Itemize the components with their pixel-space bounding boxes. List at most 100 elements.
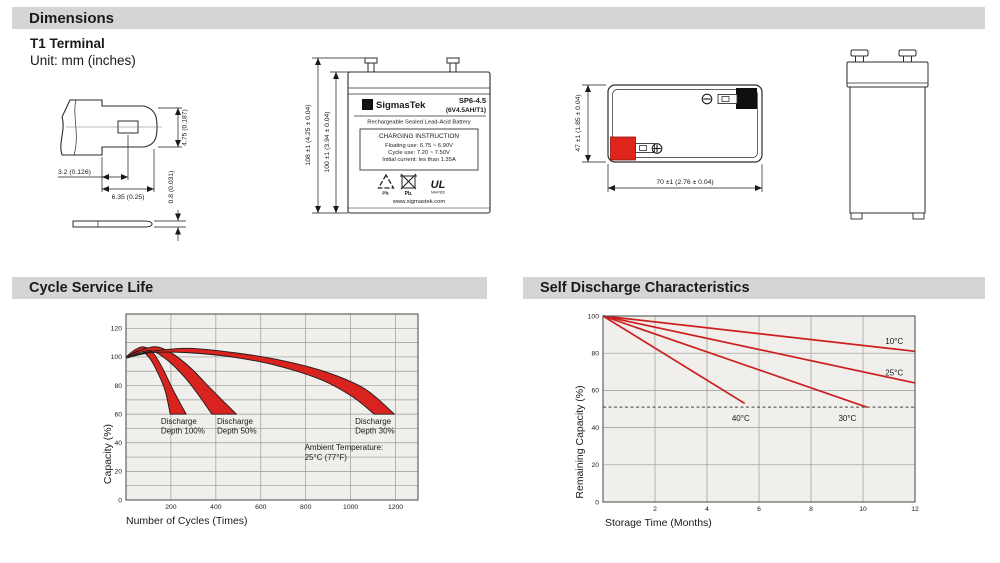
terminal-height-dim-label: 4.75 (0.187) <box>182 109 189 146</box>
svg-text:Discharge: Discharge <box>161 417 198 426</box>
front-case-height-dim-label: 100 ±1 (3.94 ± 0.04) <box>324 111 331 172</box>
cycle-service-life-section-header: Cycle Service Life <box>12 277 487 299</box>
self-discharge-title: Self Discharge Characteristics <box>540 280 750 296</box>
svg-text:Pb.: Pb. <box>382 191 389 196</box>
model-number: SP6-4.5 <box>459 96 486 105</box>
svg-text:0: 0 <box>118 497 122 504</box>
battery-type-subtitle: Rechargeable Sealed Lead-Acid Battery <box>367 120 471 126</box>
svg-text:Remaining Capacity (%): Remaining Capacity (%) <box>574 385 586 498</box>
svg-text:120: 120 <box>111 326 123 333</box>
top-view-case <box>607 84 763 163</box>
top-view-width-dim-label: 70 ±1 (2.76 ± 0.04) <box>656 179 713 186</box>
cycle-service-life-chart: 0 20 40 60 80 100 120 200 400 600 800 1000 1200 Disch… <box>102 313 419 527</box>
axis-labels: Remaining Capacity (%) Storage Time (Mont… <box>574 385 712 529</box>
positive-terminal <box>610 136 655 161</box>
svg-text:40°C: 40°C <box>732 414 750 423</box>
discharge-depth-bands <box>125 346 395 415</box>
svg-text:MH47829: MH47829 <box>431 191 445 195</box>
svg-text:10: 10 <box>859 506 867 513</box>
svg-text:0: 0 <box>595 499 599 506</box>
plot-border <box>125 313 419 501</box>
front-dimension-lines <box>312 57 368 214</box>
svg-text:100: 100 <box>111 354 123 361</box>
svg-text:100: 100 <box>588 313 600 320</box>
battery-case-outline <box>347 57 491 214</box>
website-text: www.sigmastek.com <box>392 199 446 205</box>
terminal-width-dim-label: 6.35 (0.25) <box>112 194 145 201</box>
svg-text:600: 600 <box>255 504 267 511</box>
svg-text:25°C (77°F): 25°C (77°F) <box>305 453 348 462</box>
svg-text:200: 200 <box>165 504 177 511</box>
charging-line-initial: Initial current: les than 1.35A <box>382 157 456 163</box>
self-discharge-chart: 10°C 25°C 30°C 40°C 0 20 40 60 80 100 2 4 6 8 10 12 Rema… <box>574 313 919 529</box>
terminal-dimension-lines <box>58 107 182 192</box>
charging-line-cycle: Cycle use: 7.20 ~ 7.50V <box>388 150 450 156</box>
dimensions-section-title: Dimensions <box>29 9 115 27</box>
negative-terminal <box>717 88 757 109</box>
svg-text:1200: 1200 <box>388 504 403 511</box>
svg-text:2: 2 <box>653 506 657 513</box>
plus-polarity-icon <box>651 143 663 154</box>
svg-text:Pb.: Pb. <box>405 191 413 197</box>
dimensions-section-header: Dimensions <box>12 7 985 29</box>
self-discharge-section-header: Self Discharge Characteristics <box>523 277 985 299</box>
terminal-side-view-shape <box>72 220 153 228</box>
svg-text:6: 6 <box>757 506 761 513</box>
svg-text:Discharge: Discharge <box>355 417 392 426</box>
brand-name: SigmasTek <box>376 100 426 111</box>
svg-text:20: 20 <box>591 462 599 469</box>
charging-line-floating: Floating use: 6.75 ~ 6.90V <box>385 143 453 149</box>
svg-text:Depth 30%: Depth 30% <box>355 427 395 436</box>
svg-text:10°C: 10°C <box>885 337 903 346</box>
svg-text:4: 4 <box>705 506 709 513</box>
svg-text:40: 40 <box>114 440 122 447</box>
charging-instruction-box <box>359 128 479 171</box>
svg-text:80: 80 <box>591 351 599 358</box>
svg-text:8: 8 <box>809 506 813 513</box>
svg-text:Discharge: Discharge <box>217 417 254 426</box>
svg-text:Ambient Temperature:: Ambient Temperature: <box>305 443 384 452</box>
svg-text:25°C: 25°C <box>885 369 903 378</box>
terminal-top-view-shape <box>60 99 162 156</box>
cycle-service-life-title: Cycle Service Life <box>29 280 154 296</box>
svg-text:30°C: 30°C <box>838 414 856 423</box>
unit-note: Unit: mm (inches) <box>30 53 136 68</box>
svg-text:12: 12 <box>911 506 919 513</box>
ul-mark-icon: UL MH47829 <box>431 179 446 195</box>
svg-text:60: 60 <box>114 411 122 418</box>
svg-text:Capacity (%): Capacity (%) <box>102 424 114 484</box>
tick-labels: 0 20 40 60 80 100 2 4 6 8 10 12 <box>588 313 919 513</box>
terminal-thickness-dim-label: 0.8 (0.031) <box>168 171 175 204</box>
svg-text:60: 60 <box>591 388 599 395</box>
battery-side-view-drawing <box>846 49 929 220</box>
t1-terminal-detail-drawing: 4.75 (0.187) 3.2 (0.126) 6.35 (0.25) 0.8… <box>58 99 189 241</box>
battery-label: S SigmasTek SP6-4.5 (6V4.5AH/T1) Recharg… <box>354 96 486 205</box>
side-view-shape <box>846 49 929 220</box>
svg-text:Number of Cycles (Times): Number of Cycles (Times) <box>126 515 248 527</box>
top-view-height-dim-label: 47 ±1 (1.85 ± 0.04) <box>575 94 582 151</box>
minus-polarity-icon <box>701 93 713 105</box>
terminal-hole-dim-label: 3.2 (0.126) <box>58 169 91 176</box>
svg-text:Storage Time (Months): Storage Time (Months) <box>605 517 712 529</box>
model-spec: (6V4.5AH/T1) <box>446 107 486 114</box>
svg-text:40: 40 <box>591 425 599 432</box>
terminal-thickness-dimension <box>154 210 186 241</box>
svg-text:Depth 100%: Depth 100% <box>161 427 205 436</box>
brand-logo-letter: S <box>365 101 371 110</box>
svg-text:20: 20 <box>114 469 122 476</box>
terminal-type-label: T1 Terminal <box>30 36 105 51</box>
battery-top-view-drawing: 47 ±1 (1.85 ± 0.04) 70 ±1 (2.76 ± 0.04) <box>575 84 763 192</box>
charging-instruction-title: CHARGING INSTRUCTION <box>379 133 459 140</box>
front-total-height-dim-label: 108 ±1 (4.25 ± 0.04) <box>305 104 312 165</box>
crossed-bin-pb-icon: Pb. <box>400 173 417 197</box>
axis-labels: Capacity (%) Number of Cycles (Times) <box>102 424 248 527</box>
svg-text:800: 800 <box>300 504 312 511</box>
ambient-temperature-annotation: Ambient Temperature:25°C (77°F) <box>305 443 384 462</box>
svg-text:1000: 1000 <box>343 504 358 511</box>
battery-front-view-drawing: 108 ±1 (4.25 ± 0.04) 100 ±1 (3.94 ± 0.04… <box>305 57 491 214</box>
tick-labels: 0 20 40 60 80 100 120 200 400 600 800 1000 1200 <box>111 326 404 511</box>
svg-text:Depth 50%: Depth 50% <box>217 427 257 436</box>
top-view-dimension-lines <box>582 84 763 192</box>
